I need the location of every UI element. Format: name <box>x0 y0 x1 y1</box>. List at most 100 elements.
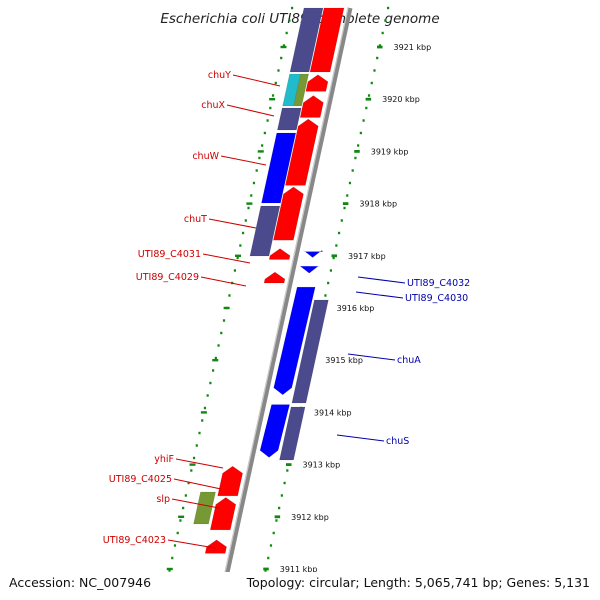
major-tick-left <box>280 45 287 49</box>
summary-text: Topology: circular; Length: 5,065,741 bp… <box>246 575 590 590</box>
rail-dot-right <box>264 569 267 572</box>
reverse-gene <box>273 286 316 396</box>
rail-dot-left <box>252 181 256 185</box>
reverse-gene <box>259 404 290 458</box>
forward-gene <box>309 7 345 73</box>
tick-label: 3919 kbp <box>371 147 409 156</box>
rail-dot-right <box>365 106 368 110</box>
major-tick <box>365 97 372 101</box>
major-tick-left <box>269 98 276 101</box>
footer-bg <box>0 572 600 600</box>
forward-gene-label: UTI89_C4023 <box>103 535 166 546</box>
rail-dot-left <box>291 6 294 10</box>
major-tick <box>331 254 338 258</box>
rail-dot-left <box>195 444 198 447</box>
forward-gene-label: UTI89_C4025 <box>109 474 172 485</box>
major-tick-left <box>178 515 185 518</box>
forward-gene-label: UTI89_C4029 <box>136 272 199 283</box>
forward-gene <box>305 74 329 92</box>
reverse-gene <box>303 250 324 258</box>
rail-dot-left <box>263 131 266 135</box>
rail-dot-left <box>203 406 207 410</box>
reverse-gene-label: chuA <box>397 355 421 366</box>
rail-dot-right <box>376 56 379 60</box>
rail-dot-left <box>173 544 177 547</box>
major-tick <box>342 202 349 205</box>
feature-layer <box>174 7 345 600</box>
rail-dot-right <box>272 531 275 535</box>
rail-dot-right <box>267 556 270 560</box>
rail-dot-left <box>241 231 245 235</box>
rail-dot-left <box>271 94 275 97</box>
forward-gene <box>299 95 324 118</box>
major-tick-left <box>257 150 264 153</box>
tick-label: 3915 kbp <box>325 356 363 365</box>
forward-gene-label: chuW <box>192 151 219 162</box>
rail-dot-left <box>192 456 196 460</box>
reverse-gene <box>299 265 320 274</box>
backbone-line <box>218 7 353 600</box>
forward-leader-line <box>208 218 257 229</box>
forward-gene <box>268 248 291 260</box>
rail-dot-right <box>283 481 286 485</box>
accession-text: Accession: NC_007946 <box>9 575 151 590</box>
tick-label: 3916 kbp <box>337 304 375 313</box>
tick-label: 3914 kbp <box>314 408 352 417</box>
forward-gene <box>263 271 286 284</box>
reverse-leader-line <box>347 353 396 361</box>
rail-dot-left <box>255 169 258 172</box>
rail-dot-left <box>176 531 179 535</box>
rail-dot-right <box>286 469 289 472</box>
rail-dot-left <box>247 206 250 210</box>
rail-dot-left <box>282 44 286 47</box>
outer-forward-blue <box>261 132 297 204</box>
outer-forward-olive <box>193 491 216 525</box>
forward-leader-line <box>175 458 224 469</box>
rail-dot-left <box>261 144 264 147</box>
rail-dot-right <box>275 519 278 522</box>
forward-gene-label: chuT <box>184 214 207 225</box>
rail-dot-left <box>280 56 283 60</box>
major-tick <box>274 515 281 519</box>
major-tick <box>377 45 383 49</box>
forward-gene <box>273 186 304 241</box>
forward-leader-line <box>173 478 222 490</box>
backbone-highlight <box>218 7 349 600</box>
rail-dot-left <box>220 331 223 335</box>
forward-leader-line <box>202 253 251 264</box>
major-tick-left <box>166 567 173 571</box>
rail-dot-right <box>357 144 360 147</box>
forward-gene <box>204 539 227 554</box>
forward-gene-label: chuY <box>208 70 231 81</box>
forward-leader-line <box>171 498 220 509</box>
rail-dot-left <box>222 319 226 322</box>
tick-label: 3911 kbp <box>280 565 318 574</box>
reverse-gene-label: chuS <box>386 436 409 447</box>
rail-dot-left <box>236 256 239 260</box>
outer-forward-olive <box>293 73 309 107</box>
rail-dot-right <box>381 31 384 35</box>
rail-dot-right <box>387 6 390 10</box>
outer-reverse-block <box>291 299 329 404</box>
outer-reverse-block <box>279 406 306 461</box>
forward-gene <box>209 497 237 531</box>
rail-dot-right <box>269 544 273 547</box>
rail-dot-left <box>288 19 291 22</box>
rail-dot-right <box>384 19 387 22</box>
forward-gene-label: yhiF <box>154 454 174 465</box>
rail-dot-left <box>217 344 220 347</box>
major-tick-left <box>235 254 242 257</box>
outer-forward-block <box>289 7 324 73</box>
rail-dot-left <box>168 569 171 572</box>
rail-dot-left <box>285 31 288 35</box>
rail-dot-right <box>332 256 335 260</box>
outer-forward-block <box>277 107 302 131</box>
rail-dot-right <box>327 281 330 285</box>
rail-dot-left <box>201 419 204 422</box>
rail-dot-right <box>367 94 371 97</box>
rail-dot-left <box>269 106 272 110</box>
rail-dot-left <box>190 469 193 472</box>
rail-dot-right <box>278 506 281 510</box>
rail-dot-right <box>329 269 332 272</box>
